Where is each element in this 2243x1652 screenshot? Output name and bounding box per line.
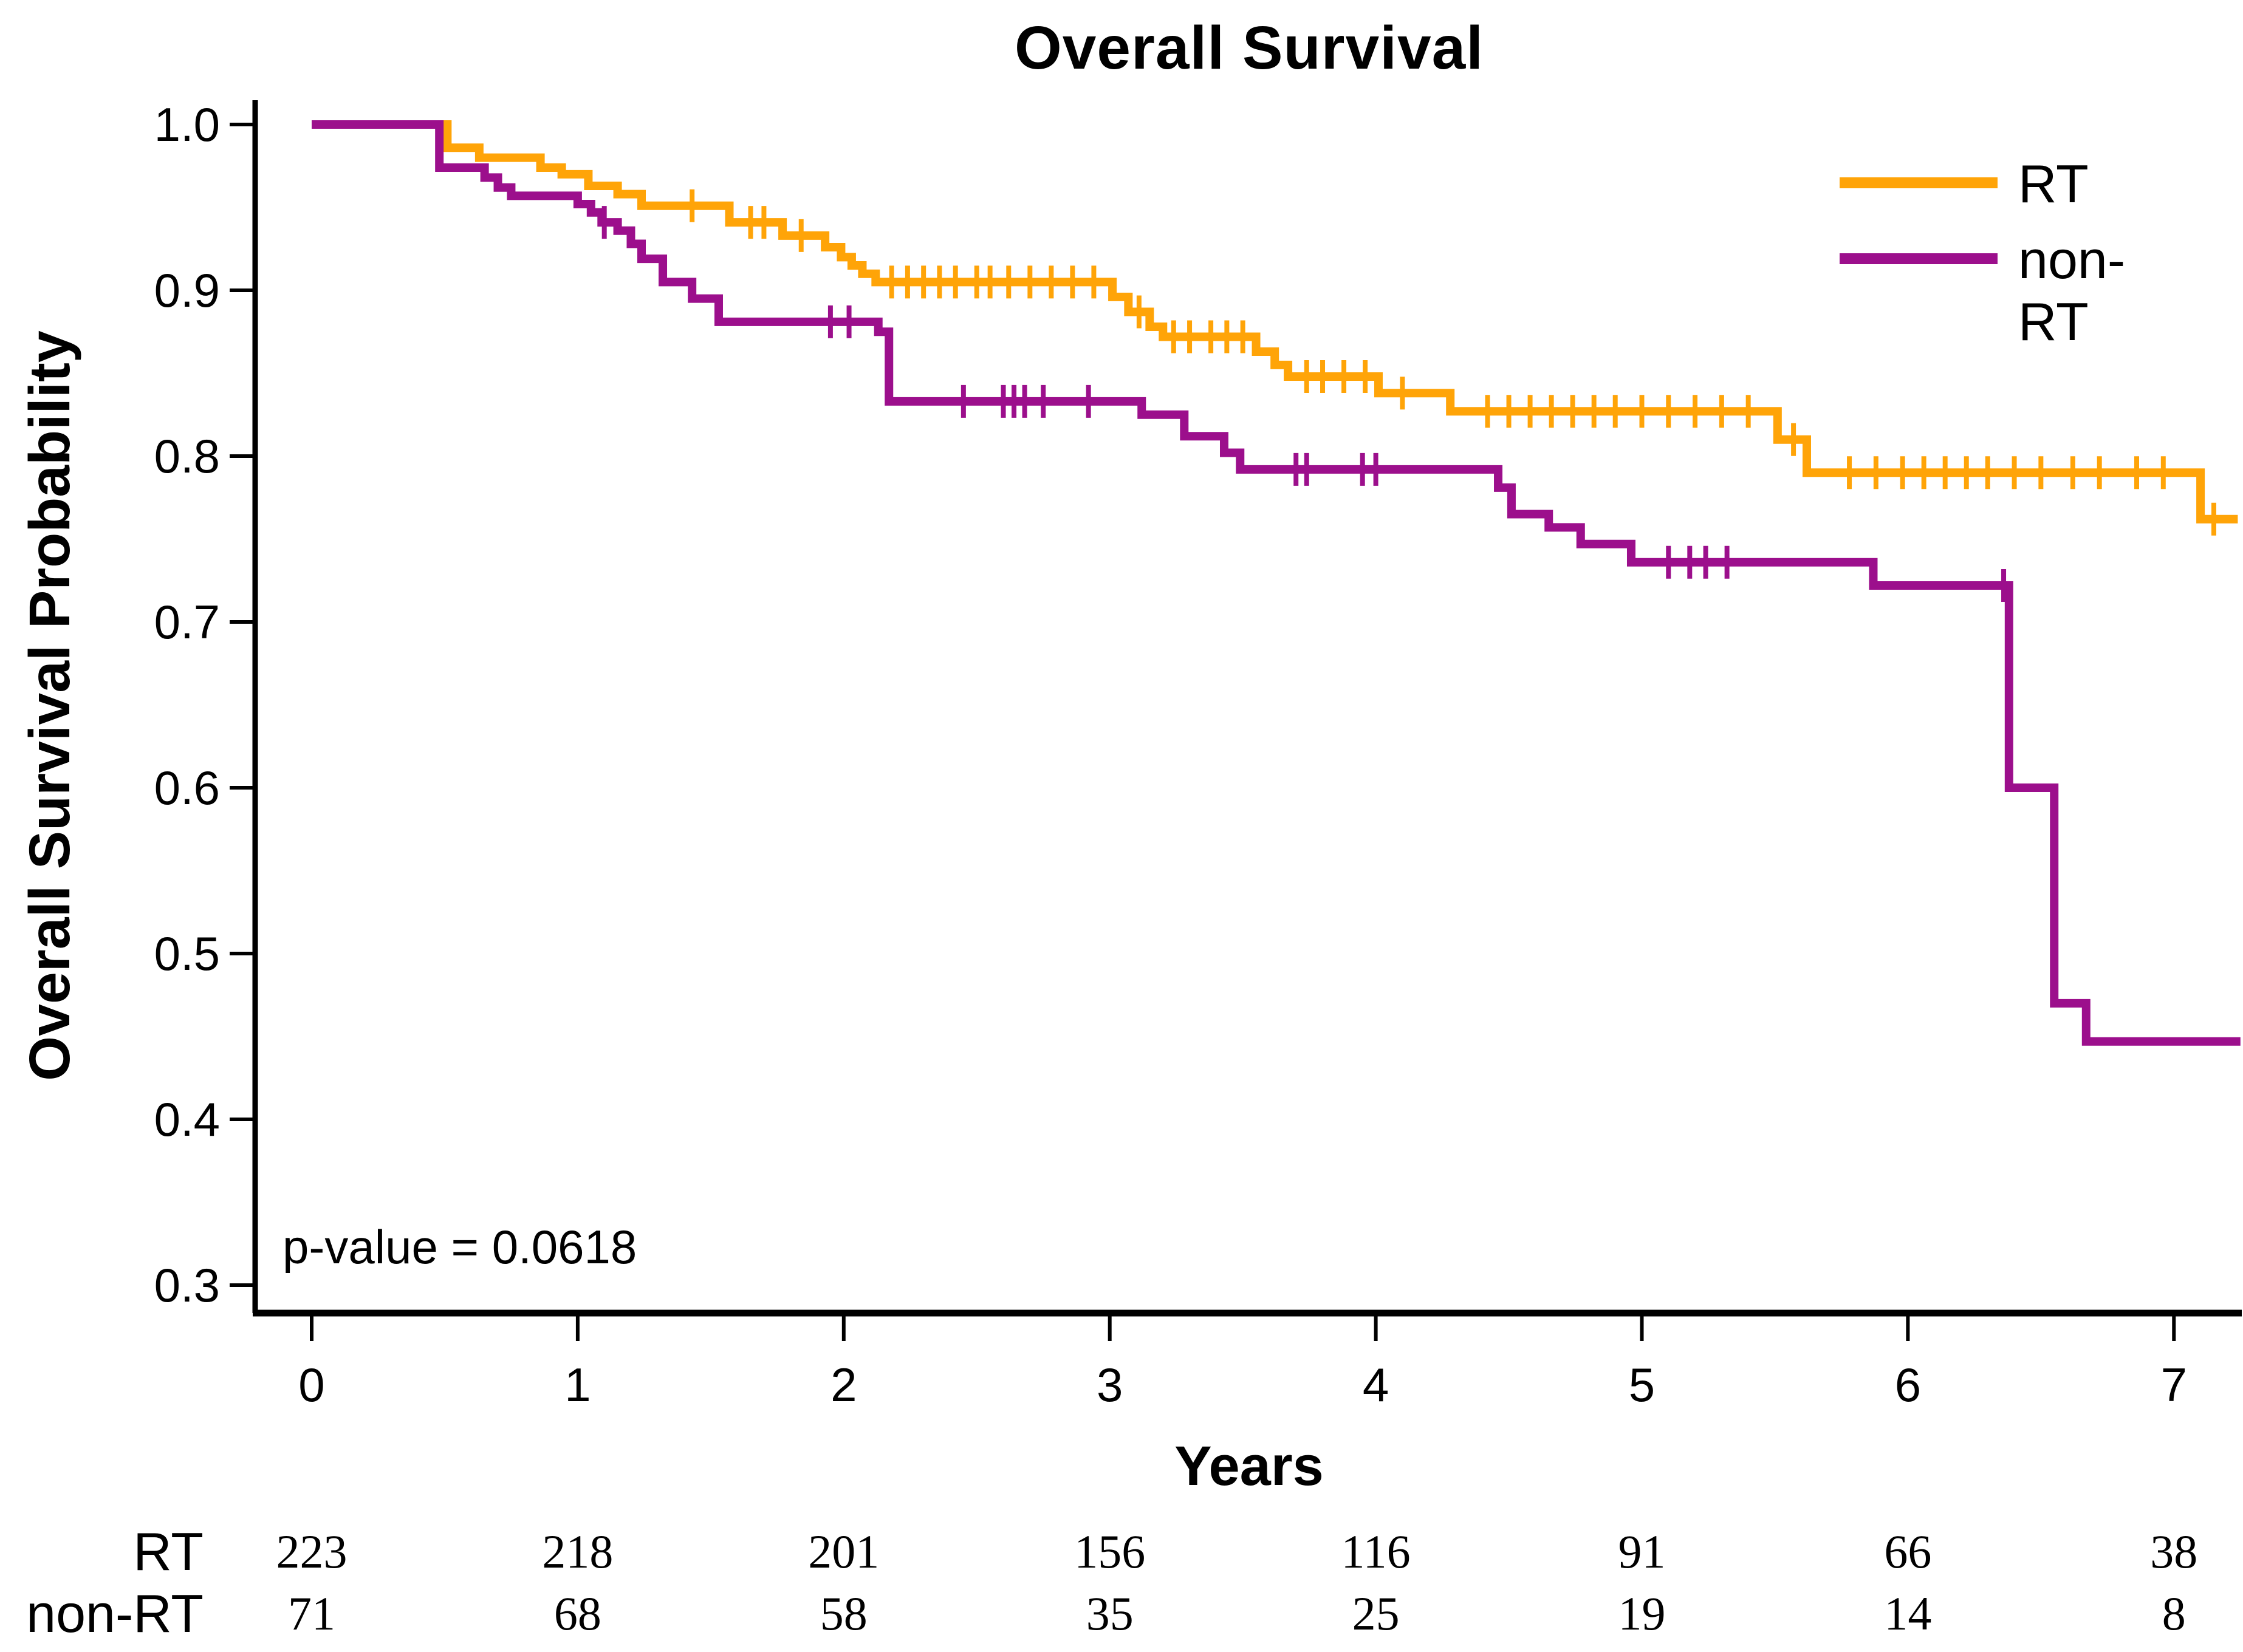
risk-count: 25 (1352, 1587, 1400, 1640)
risk-row-label-rt: RT (133, 1521, 204, 1582)
risk-count: 35 (1086, 1587, 1134, 1640)
risk-count: 14 (1884, 1587, 1932, 1640)
p-value-annotation: p-value = 0.0618 (283, 1220, 637, 1274)
rt-curve (312, 120, 2238, 524)
x-tick-label: 1 (564, 1358, 591, 1411)
y-tick-label: 0.8 (154, 429, 220, 483)
risk-count: 223 (276, 1525, 348, 1578)
risk-row-label-non-rt: non-RT (26, 1583, 204, 1643)
risk-count: 58 (820, 1587, 868, 1640)
x-tick-label: 3 (1096, 1358, 1123, 1411)
legend-label-rt: RT (2018, 154, 2089, 214)
risk-count: 218 (542, 1525, 614, 1578)
risk-count: 66 (1884, 1525, 1932, 1578)
x-tick-label: 6 (1894, 1358, 1922, 1411)
non-rt-curve (312, 120, 2241, 1046)
legend-line-non-rt (1840, 253, 1998, 264)
x-axis-label: Years (1174, 1435, 1324, 1497)
x-tick-label: 4 (1362, 1358, 1389, 1411)
y-tick-label: 0.7 (154, 595, 220, 649)
legend-label-non-rt: non-RT (2018, 230, 2126, 352)
y-tick-label: 0.6 (154, 761, 220, 814)
y-axis-label: Overall Survival Probability (18, 330, 82, 1081)
risk-count: 91 (1618, 1525, 1666, 1578)
x-tick-label: 7 (2160, 1358, 2187, 1411)
risk-count: 156 (1074, 1525, 1146, 1578)
risk-count: 116 (1341, 1525, 1411, 1578)
y-tick-label: 1.0 (154, 98, 220, 151)
x-tick-label: 2 (830, 1358, 857, 1411)
y-tick-label: 0.9 (154, 264, 220, 317)
risk-count: 68 (553, 1587, 601, 1640)
risk-count: 201 (808, 1525, 880, 1578)
y-tick-label: 0.4 (154, 1093, 220, 1146)
risk-count: 19 (1618, 1587, 1666, 1640)
x-tick-label: 5 (1628, 1358, 1656, 1411)
legend-line-rt (1840, 177, 1998, 188)
y-tick-label: 0.5 (154, 927, 220, 980)
y-tick-label: 0.3 (154, 1258, 220, 1312)
risk-count: 8 (2162, 1587, 2186, 1640)
x-tick-label: 0 (298, 1358, 325, 1411)
risk-count: 38 (2150, 1525, 2198, 1578)
chart-title: Overall Survival (1014, 14, 1484, 82)
risk-count: 71 (288, 1587, 335, 1640)
